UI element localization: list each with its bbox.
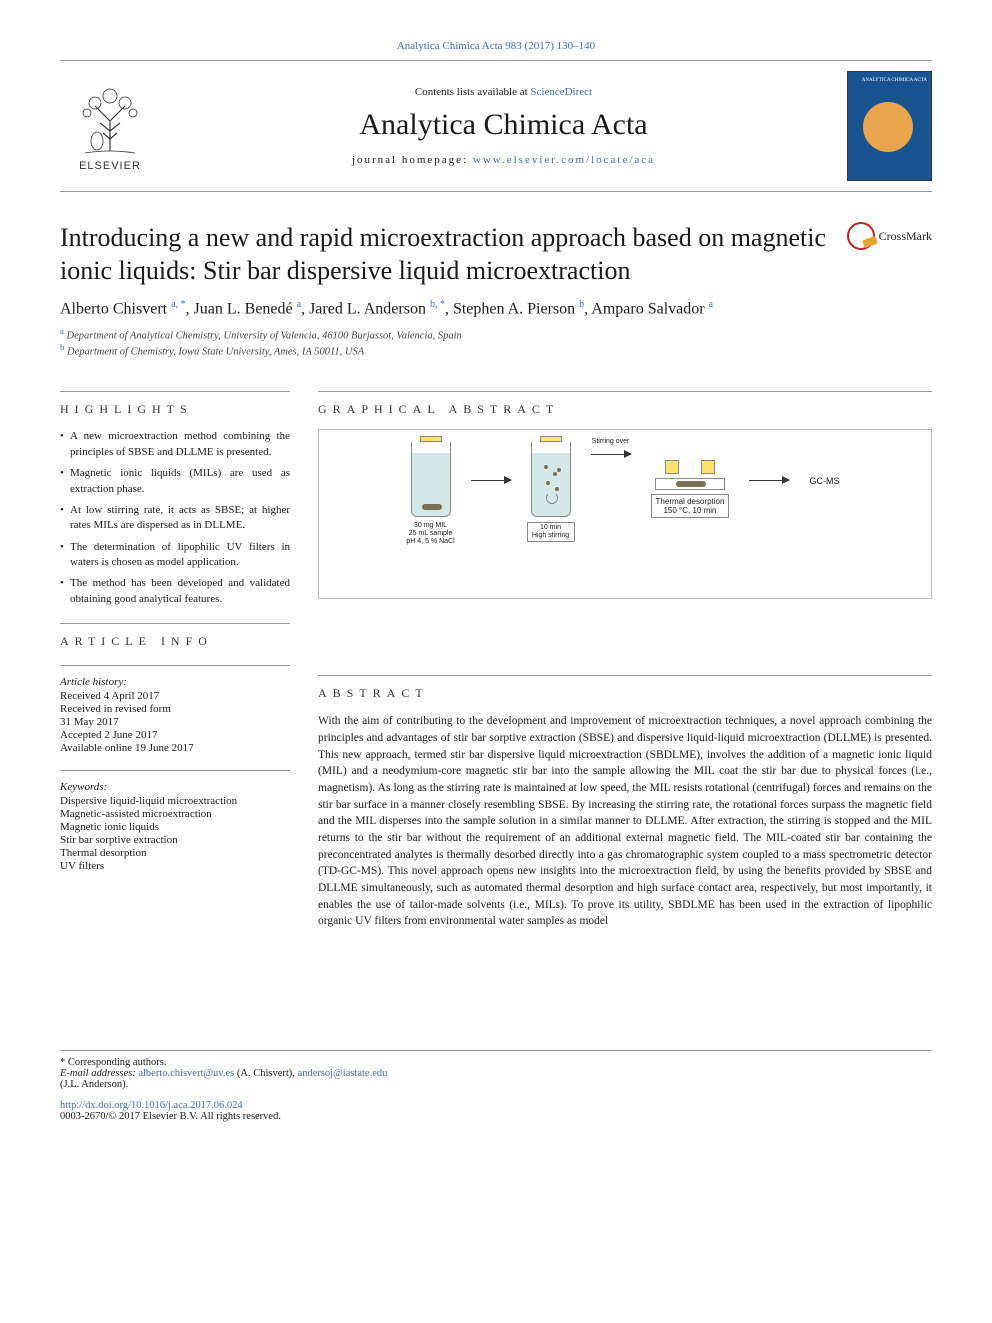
doi-line: http://dx.doi.org/10.1016/j.aca.2017.06.…	[60, 1100, 932, 1111]
keyword-item: Magnetic ionic liquids	[60, 821, 290, 833]
graphical-abstract-heading: graphical abstract	[318, 402, 932, 417]
paper-title: Introducing a new and rapid microextract…	[60, 222, 827, 287]
highlight-item: At low stirring rate, it acts as SBSE; a…	[60, 503, 290, 534]
authors-line: Alberto Chisvert a, *, Juan L. Benedé a,…	[60, 299, 932, 318]
highlights-heading: highlights	[60, 402, 290, 417]
keyword-item: Thermal desorption	[60, 847, 290, 859]
keyword-item: UV filters	[60, 860, 290, 872]
arrow-2	[591, 454, 631, 455]
graphical-abstract-figure: 30 mg MIL 25 mL sample pH 4, 5 % NaCl	[318, 429, 932, 599]
highlight-item: Magnetic ionic liquids (MILs) are used a…	[60, 466, 290, 497]
elsevier-logo[interactable]: ELSEVIER	[60, 71, 160, 181]
homepage-line: journal homepage: www.elsevier.com/locat…	[180, 154, 827, 166]
footer: * Corresponding authors. E-mail addresse…	[60, 1050, 932, 1122]
crossmark-badge[interactable]: CrossMark	[847, 222, 932, 250]
sciencedirect-link[interactable]: ScienceDirect	[530, 86, 592, 98]
stirring-over-label: Stirring over	[587, 438, 635, 446]
arrow-3	[749, 480, 789, 481]
elsevier-text: ELSEVIER	[79, 160, 141, 172]
highlight-item: The determination of lipophilic UV filte…	[60, 540, 290, 571]
gcms-label: GC-MS	[809, 476, 839, 486]
vial1-label: 30 mg MIL 25 mL sample pH 4, 5 % NaCl	[405, 522, 457, 545]
journal-cover-thumbnail[interactable]: ANALYTICA CHIMICA ACTA	[847, 71, 932, 181]
journal-name: Analytica Chimica Acta	[180, 108, 827, 142]
keyword-item: Magnetic-assisted microextraction	[60, 808, 290, 820]
email-link-2[interactable]: andersoj@iastate.edu	[298, 1068, 388, 1079]
arrow-1	[471, 480, 511, 481]
journal-banner: ELSEVIER Contents lists available at Sci…	[60, 60, 932, 192]
elsevier-tree-icon	[75, 81, 145, 156]
affiliations: a Department of Analytical Chemistry, Un…	[60, 326, 932, 357]
journal-volume-link[interactable]: Analytica Chimica Acta 983 (2017) 130–14…	[60, 40, 932, 52]
corresponding-authors: * Corresponding authors.	[60, 1057, 932, 1068]
keywords-list: Dispersive liquid-liquid microextraction…	[60, 795, 290, 872]
highlight-item: The method has been developed and valida…	[60, 576, 290, 607]
copyright: 0003-2670/© 2017 Elsevier B.V. All right…	[60, 1111, 932, 1122]
keyword-item: Stir bar sorptive extraction	[60, 834, 290, 846]
article-info-heading: article info	[60, 634, 290, 649]
email-addresses: E-mail addresses: alberto.chisvert@uv.es…	[60, 1068, 932, 1079]
article-info: Article history: Received 4 April 2017 R…	[60, 676, 290, 872]
abstract-text: With the aim of contributing to the deve…	[318, 713, 932, 930]
thermal-desorption-box: Thermal desorption 150 °C, 10 min	[651, 460, 730, 518]
highlights-list: A new microextraction method combining t…	[60, 429, 290, 607]
contents-line: Contents lists available at ScienceDirec…	[180, 86, 827, 98]
email-link-1[interactable]: alberto.chisvert@uv.es	[138, 1068, 234, 1079]
vial-2	[531, 442, 571, 517]
homepage-link[interactable]: www.elsevier.com/locate/aca	[473, 154, 655, 166]
vial-1	[411, 442, 451, 517]
keyword-item: Dispersive liquid-liquid microextraction	[60, 795, 290, 807]
abstract-heading: abstract	[318, 686, 932, 701]
highlight-item: A new microextraction method combining t…	[60, 429, 290, 460]
doi-link[interactable]: http://dx.doi.org/10.1016/j.aca.2017.06.…	[60, 1100, 243, 1111]
banner-center: Contents lists available at ScienceDirec…	[180, 86, 827, 166]
vial2-label: 10 min High stirring	[527, 522, 575, 541]
